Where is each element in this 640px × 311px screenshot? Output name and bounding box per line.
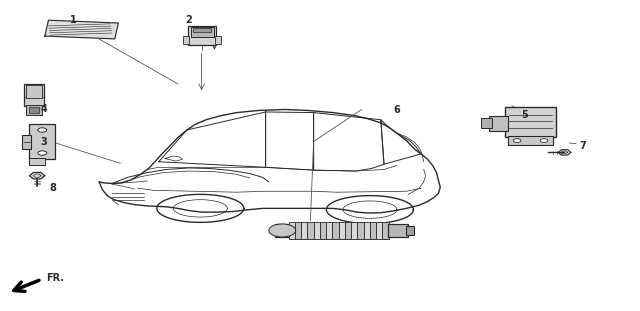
Text: 2: 2 xyxy=(186,15,192,25)
Polygon shape xyxy=(29,173,45,179)
Polygon shape xyxy=(45,20,118,39)
Text: 7: 7 xyxy=(579,141,586,151)
Polygon shape xyxy=(558,150,571,155)
Text: FR.: FR. xyxy=(46,273,64,283)
Circle shape xyxy=(513,139,521,142)
FancyBboxPatch shape xyxy=(183,36,189,44)
Circle shape xyxy=(38,128,47,132)
FancyBboxPatch shape xyxy=(188,26,216,45)
FancyBboxPatch shape xyxy=(332,222,339,239)
Text: 6: 6 xyxy=(394,105,400,115)
FancyBboxPatch shape xyxy=(489,116,508,131)
FancyBboxPatch shape xyxy=(508,136,553,145)
FancyBboxPatch shape xyxy=(345,222,351,239)
FancyBboxPatch shape xyxy=(388,224,408,237)
Text: 5: 5 xyxy=(522,110,528,120)
FancyBboxPatch shape xyxy=(29,158,45,165)
Circle shape xyxy=(269,224,296,237)
Circle shape xyxy=(38,151,47,155)
FancyBboxPatch shape xyxy=(215,36,221,44)
FancyBboxPatch shape xyxy=(376,222,382,239)
FancyBboxPatch shape xyxy=(326,222,332,239)
FancyBboxPatch shape xyxy=(29,124,55,159)
FancyBboxPatch shape xyxy=(406,226,414,235)
FancyBboxPatch shape xyxy=(24,84,44,106)
FancyBboxPatch shape xyxy=(481,118,492,128)
FancyBboxPatch shape xyxy=(382,222,388,239)
Text: 4: 4 xyxy=(40,104,47,114)
FancyBboxPatch shape xyxy=(191,27,214,37)
Circle shape xyxy=(540,139,548,142)
FancyBboxPatch shape xyxy=(22,135,31,149)
FancyBboxPatch shape xyxy=(320,222,326,239)
Text: 1: 1 xyxy=(70,15,77,25)
FancyBboxPatch shape xyxy=(295,222,301,239)
Text: 3: 3 xyxy=(40,137,47,146)
FancyBboxPatch shape xyxy=(193,28,211,32)
FancyBboxPatch shape xyxy=(364,222,370,239)
FancyBboxPatch shape xyxy=(307,222,314,239)
Polygon shape xyxy=(99,109,440,213)
FancyBboxPatch shape xyxy=(275,224,290,237)
FancyBboxPatch shape xyxy=(505,107,556,137)
FancyBboxPatch shape xyxy=(351,222,357,239)
Text: 8: 8 xyxy=(49,183,56,193)
FancyBboxPatch shape xyxy=(339,222,345,239)
FancyBboxPatch shape xyxy=(26,85,42,98)
FancyBboxPatch shape xyxy=(289,222,295,239)
FancyBboxPatch shape xyxy=(314,222,320,239)
FancyBboxPatch shape xyxy=(357,222,364,239)
FancyBboxPatch shape xyxy=(301,222,307,239)
FancyBboxPatch shape xyxy=(26,105,42,115)
FancyBboxPatch shape xyxy=(29,107,39,113)
FancyBboxPatch shape xyxy=(370,222,376,239)
